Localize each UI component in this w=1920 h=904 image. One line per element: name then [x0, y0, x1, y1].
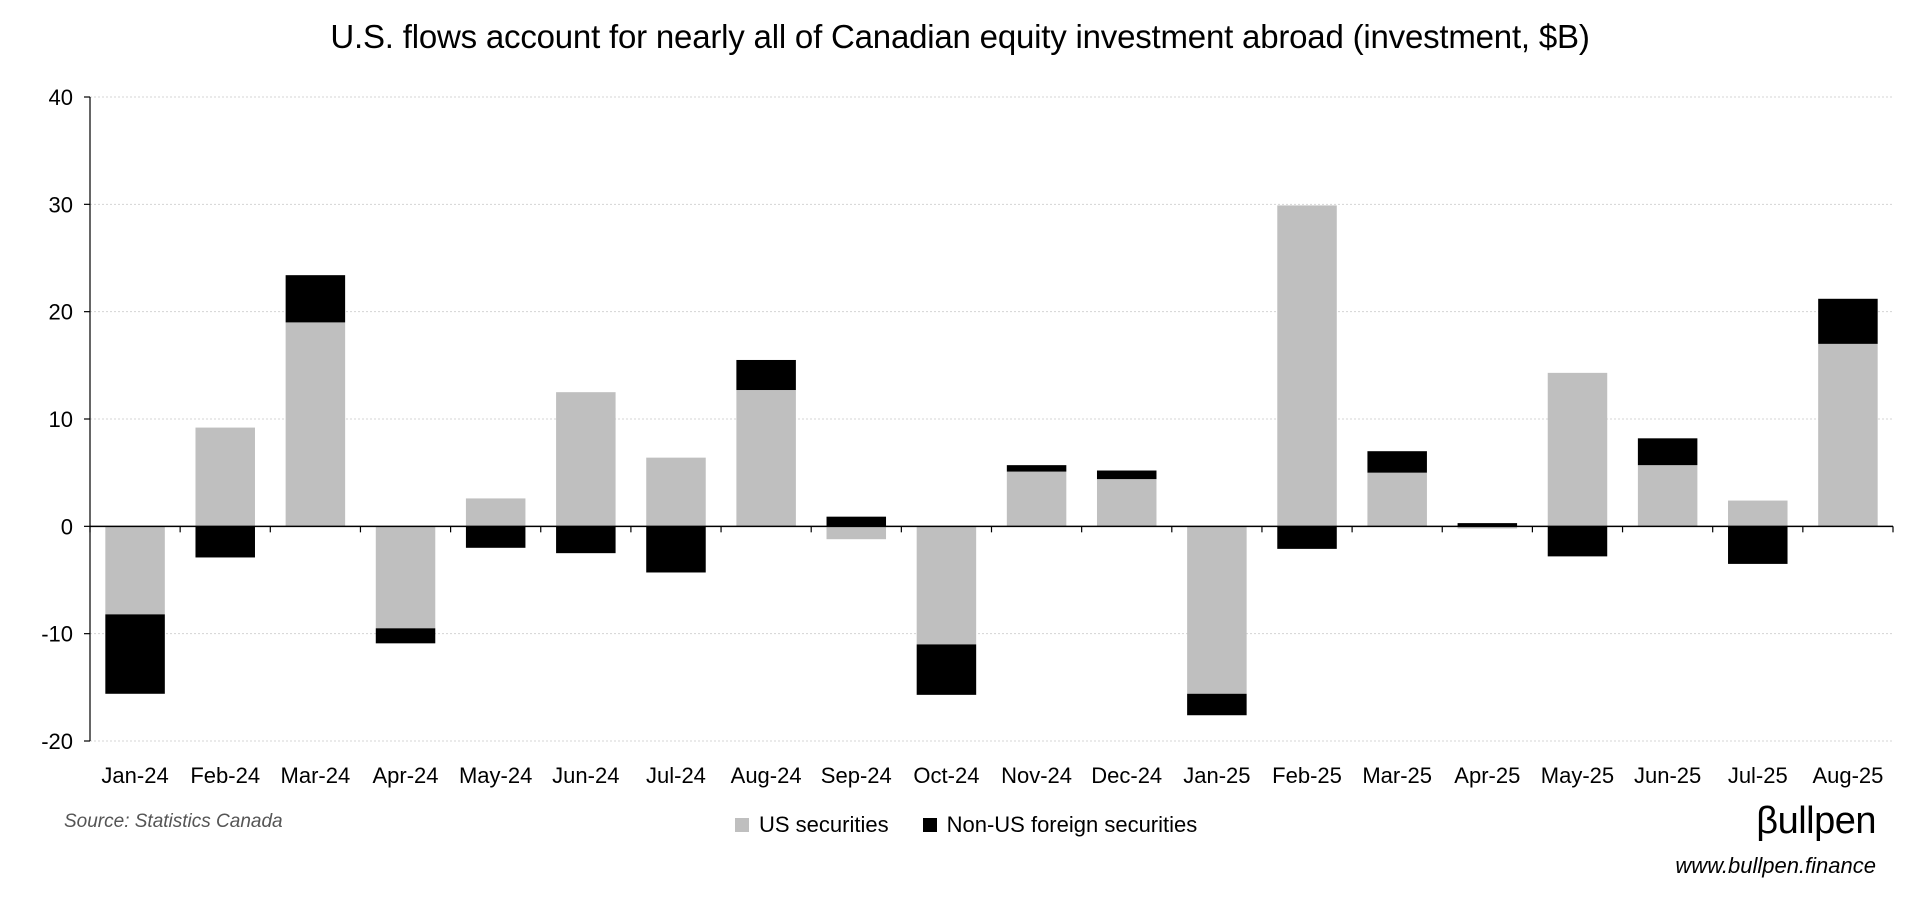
x-tick-label: Aug-25 — [1812, 763, 1883, 788]
bar-non-us-jun-24 — [556, 526, 616, 554]
source-note: Source: Statistics Canada — [64, 811, 283, 832]
legend-swatch-us — [735, 818, 749, 832]
chart-title: U.S. flows account for nearly all of Can… — [330, 18, 1590, 55]
legend-label-non-us: Non-US foreign securities — [946, 812, 1198, 837]
x-tick-label: Apr-24 — [373, 763, 439, 788]
bar-non-us-feb-24 — [195, 526, 255, 558]
y-tick-label: 40 — [49, 85, 73, 110]
x-tick-label: Nov-24 — [1001, 763, 1072, 788]
y-tick-label: 20 — [49, 300, 73, 325]
bar-us-jul-25 — [1728, 500, 1788, 527]
gridlines — [90, 96, 1893, 742]
bar-us-apr-24 — [375, 526, 436, 629]
bar-us-feb-25 — [1277, 205, 1337, 527]
bar-us-mar-24 — [285, 322, 346, 527]
x-tick-label: Aug-24 — [731, 763, 802, 788]
bar-us-oct-24 — [916, 526, 977, 645]
bar-non-us-mar-25 — [1367, 451, 1427, 473]
bar-us-jan-24 — [105, 526, 165, 615]
x-tick-label: May-25 — [1541, 763, 1614, 788]
x-tick-label: Jun-24 — [552, 763, 619, 788]
bar-us-aug-24 — [736, 390, 796, 527]
y-tick-label: -10 — [41, 622, 73, 647]
x-tick-label: Jan-25 — [1183, 763, 1250, 788]
legend-label-us: US securities — [759, 812, 889, 837]
y-tick-label: 30 — [49, 192, 73, 217]
bar-non-us-jun-25 — [1637, 438, 1698, 466]
x-tick-label: Mar-24 — [281, 763, 351, 788]
x-tick-label: Feb-25 — [1272, 763, 1342, 788]
legend-item-us: US securities — [735, 812, 889, 838]
x-tick-label: Sep-24 — [821, 763, 892, 788]
bar-non-us-jul-25 — [1728, 526, 1788, 564]
bar-us-feb-24 — [195, 427, 255, 527]
bar-us-jun-24 — [556, 392, 616, 527]
x-tick-label: Jul-25 — [1728, 763, 1788, 788]
bar-non-us-apr-24 — [375, 628, 436, 644]
bar-non-us-jan-24 — [105, 614, 165, 694]
brand-url: www.bullpen.finance — [1675, 853, 1876, 878]
bar-non-us-may-24 — [465, 526, 526, 548]
bar-us-may-25 — [1547, 372, 1608, 527]
bar-non-us-aug-25 — [1818, 298, 1878, 344]
bar-us-jun-25 — [1637, 465, 1698, 527]
x-tick-label: Jan-24 — [101, 763, 168, 788]
axes — [84, 96, 1894, 742]
bar-non-us-apr-25 — [1457, 523, 1518, 527]
bar-us-sep-24 — [826, 526, 887, 540]
bar-non-us-aug-24 — [736, 359, 796, 391]
bar-non-us-sep-24 — [826, 516, 887, 527]
x-tick-label: May-24 — [459, 763, 532, 788]
x-tick-label: Mar-25 — [1362, 763, 1432, 788]
bar-non-us-jan-25 — [1187, 693, 1247, 716]
bar-non-us-oct-24 — [916, 644, 977, 695]
legend-item-non-us: Non-US foreign securities — [922, 812, 1198, 838]
x-tick-label: Oct-24 — [913, 763, 979, 788]
legend: US securities Non-US foreign securities — [735, 812, 1231, 838]
bar-us-mar-25 — [1367, 472, 1427, 527]
bar-us-jan-25 — [1187, 526, 1247, 694]
brand-logo: βullpen — [1756, 800, 1876, 842]
x-tick-label: Dec-24 — [1091, 763, 1162, 788]
y-tick-label: -20 — [41, 729, 73, 754]
bar-non-us-may-25 — [1547, 526, 1608, 557]
bar-us-dec-24 — [1096, 479, 1157, 527]
x-tick-label: Jun-25 — [1634, 763, 1701, 788]
bar-non-us-feb-25 — [1277, 526, 1337, 549]
bar-us-nov-24 — [1006, 471, 1067, 527]
tick-labels: 40 30 20 10 0 -10 -20 Jan-24 Feb-24 Mar-24 Apr-24 M… — [41, 85, 1883, 788]
x-tick-label: Jul-24 — [646, 763, 706, 788]
bar-non-us-jul-24 — [646, 526, 706, 573]
x-tick-label: Apr-25 — [1454, 763, 1520, 788]
bar-non-us-mar-24 — [285, 275, 346, 323]
bar-us-jul-24 — [646, 457, 706, 527]
bar-us-may-24 — [465, 498, 526, 527]
y-tick-label: 10 — [49, 407, 73, 432]
legend-swatch-non-us — [922, 818, 937, 832]
bar-non-us-nov-24 — [1006, 465, 1067, 472]
bars — [105, 205, 1878, 716]
y-tick-label: 0 — [61, 514, 73, 539]
bar-us-apr-25 — [1457, 526, 1518, 529]
x-tick-label: Feb-24 — [190, 763, 260, 788]
bar-non-us-dec-24 — [1096, 470, 1157, 480]
bar-us-aug-25 — [1818, 343, 1878, 527]
